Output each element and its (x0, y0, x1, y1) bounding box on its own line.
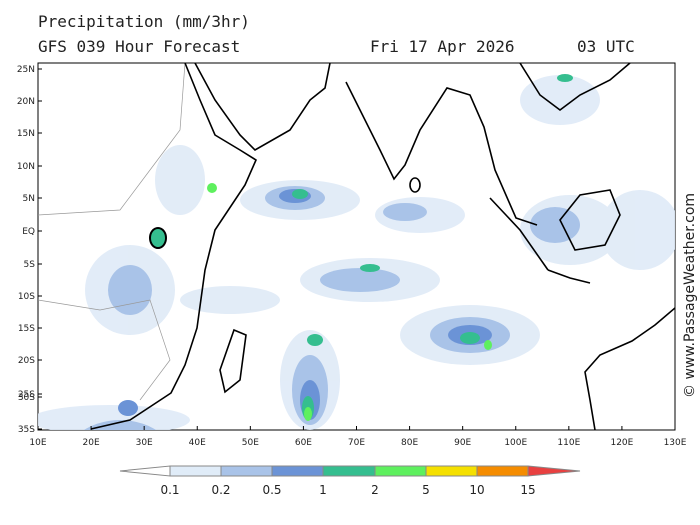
lat-label: 10N (17, 162, 35, 172)
legend-label: 0.2 (211, 483, 230, 497)
time: 03 UTC (577, 37, 635, 56)
lat-label: 20N (17, 97, 35, 107)
lon-label: 60E (295, 438, 312, 448)
legend-label: 1 (319, 483, 327, 497)
lon-label: 20E (83, 438, 100, 448)
legend-label: 0.5 (262, 483, 281, 497)
lon-label: 80E (401, 438, 418, 448)
lon-label: 110E (557, 438, 580, 448)
lat-label: 15S (18, 324, 35, 334)
lon-label: 100E (504, 438, 527, 448)
watermark: © www.PassageWeather.com (682, 193, 698, 398)
lat-label: 25N (17, 65, 35, 75)
lat-label: 20S (18, 356, 35, 366)
lon-label: 30E (136, 438, 153, 448)
lon-label: 120E (610, 438, 633, 448)
lat-label: EQ (22, 227, 35, 237)
lon-label: 10E (29, 438, 46, 448)
legend: 0.1 0.2 0.5 1 2 5 10 15 (119, 465, 581, 497)
lat-label: 5S (24, 260, 36, 270)
legend-label: 5 (422, 483, 430, 497)
lat-label: 5N (23, 194, 35, 204)
lat-label: 10S (18, 292, 35, 302)
lon-label: 40E (189, 438, 206, 448)
legend-label: 2 (371, 483, 379, 497)
lat-label: 35S (18, 425, 35, 435)
legend-label: 15 (520, 483, 535, 497)
lat-label: 25S (18, 390, 35, 400)
legend-label: 10 (469, 483, 484, 497)
lon-label: 70E (348, 438, 365, 448)
lat-label: 15N (17, 129, 35, 139)
title: Precipitation (mm/3hr) (38, 12, 250, 31)
lat-label: 30S (18, 393, 35, 403)
lon-label: 90E (454, 438, 471, 448)
lon-label: 50E (242, 438, 259, 448)
lon-label: 130E (664, 438, 687, 448)
legend-label: 0.1 (160, 483, 179, 497)
forecast: GFS 039 Hour Forecast (38, 37, 240, 56)
date: Fri 17 Apr 2026 (370, 37, 515, 56)
